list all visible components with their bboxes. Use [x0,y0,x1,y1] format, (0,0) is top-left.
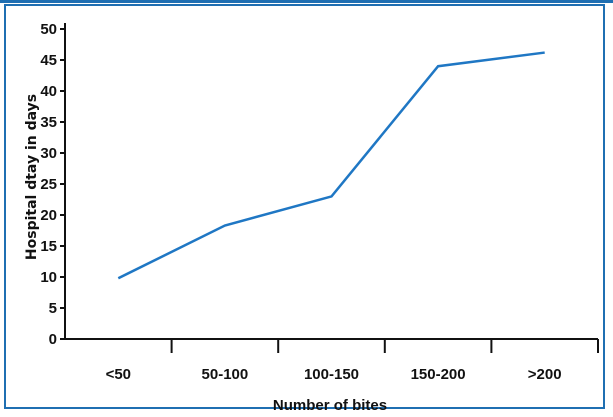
top-border-bar [0,0,613,3]
x-tick-label: 100-150 [304,366,359,383]
y-tick-label: 25 [40,176,57,193]
x-axis: <50 50-100 100-150 150-200 >200 [65,338,599,383]
x-tick-label: 50-100 [202,366,249,383]
y-tick-label: 15 [40,238,57,255]
y-tick-label: 45 [40,52,57,69]
x-tick-label: 150-200 [411,366,466,383]
y-tick-label: 35 [40,114,57,131]
x-tick-label: >200 [528,366,562,383]
x-axis-title: Number of bites [273,397,387,414]
y-tick-label: 5 [49,300,57,317]
y-axis-title: Hospital dtay in days [24,94,40,260]
y-tick-label: 0 [49,331,57,348]
y-axis: 0 5 10 15 20 25 30 35 40 45 50 [40,21,66,348]
y-tick-label: 30 [40,145,57,162]
chart-frame [4,4,605,409]
series-layer [117,51,545,280]
y-tick-label: 10 [40,269,57,286]
y-tick-label: 40 [40,83,57,100]
series-line [117,51,545,280]
x-tick-label: <50 [106,366,131,383]
y-tick-label: 20 [40,207,57,224]
y-tick-label: 50 [40,21,57,38]
